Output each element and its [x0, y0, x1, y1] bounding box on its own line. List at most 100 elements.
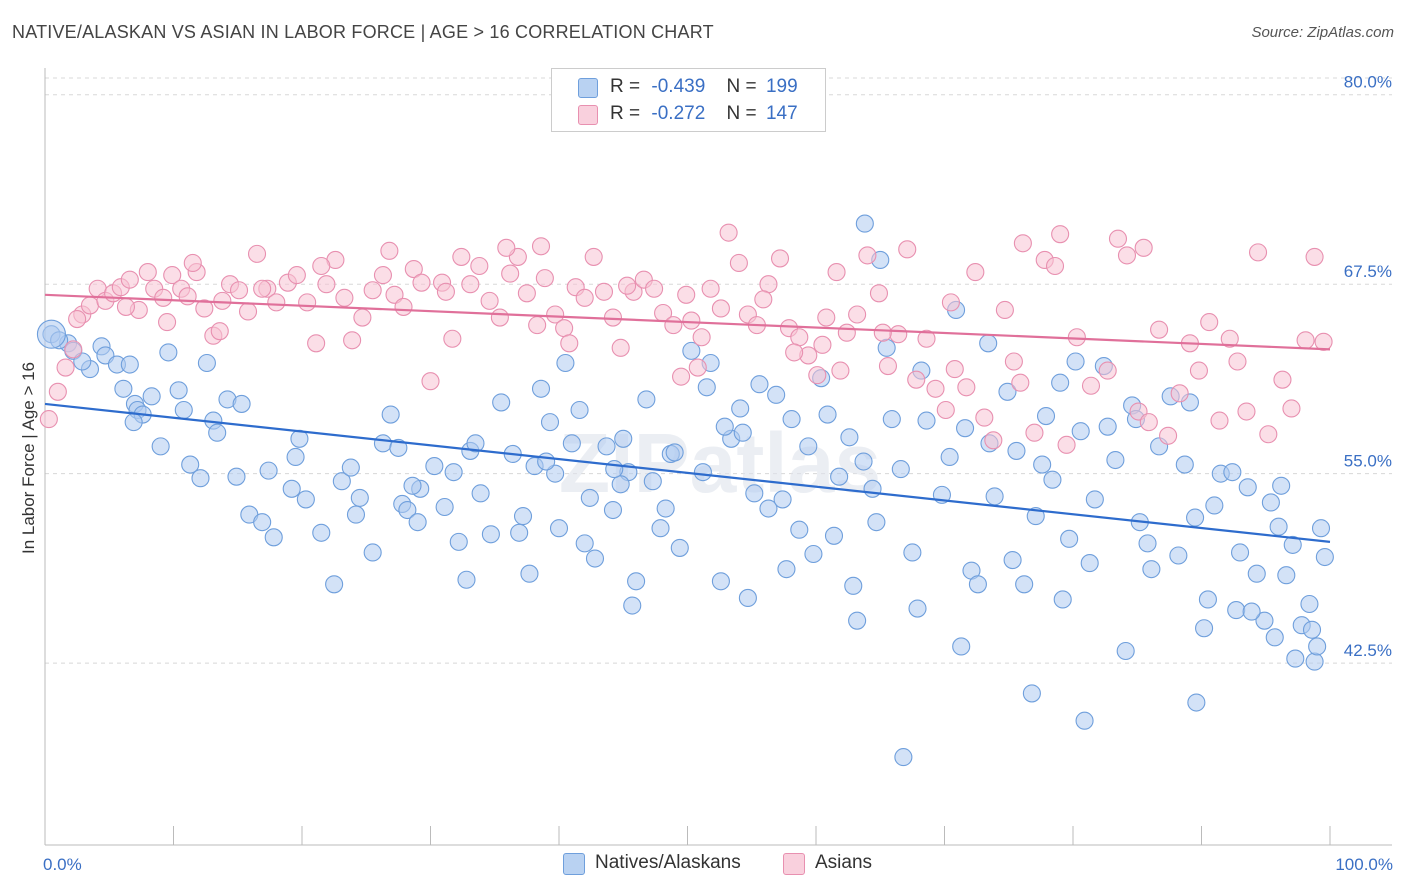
natives-point: [830, 467, 849, 486]
natives-trend-line: [44, 402, 1331, 543]
asians-point: [528, 316, 547, 335]
y-tick-label: 67.5%: [1344, 262, 1392, 281]
natives-point: [745, 484, 764, 503]
asians-point: [682, 311, 701, 330]
legend-n-value: 147: [765, 103, 798, 124]
natives-point: [492, 393, 511, 412]
asians-point: [917, 329, 936, 348]
asians-point: [808, 366, 827, 385]
axes: [44, 68, 1392, 846]
natives-point: [651, 519, 670, 538]
natives-point: [1015, 575, 1034, 594]
asians-point: [1081, 376, 1101, 395]
asians-point: [394, 297, 413, 316]
natives-point: [627, 572, 646, 591]
natives-point: [457, 570, 476, 589]
natives-point: [389, 438, 408, 457]
natives-point: [952, 637, 971, 656]
natives-point: [1075, 711, 1094, 730]
asians-point: [461, 275, 480, 294]
x-tick-labels: 0.0% 100.0%: [43, 855, 1393, 874]
natives-point: [232, 394, 251, 413]
asians-point: [154, 288, 173, 307]
legend-n-label: N =: [726, 76, 757, 97]
asians-point: [421, 372, 440, 391]
asians-point: [611, 338, 630, 357]
asians-point: [1200, 313, 1219, 332]
asians-point: [1108, 229, 1128, 248]
natives-point: [855, 214, 874, 233]
natives-point: [1311, 519, 1331, 538]
asians-point: [490, 308, 509, 327]
natives-point: [882, 410, 901, 429]
asians-point: [785, 343, 804, 362]
asians-point: [452, 247, 471, 266]
asians-point: [701, 279, 720, 298]
asians-point: [120, 270, 139, 289]
asians-point: [195, 299, 214, 318]
natives-point: [998, 382, 1017, 401]
natives-point: [1305, 652, 1324, 671]
natives-point: [790, 520, 809, 539]
natives-point: [341, 458, 360, 477]
asians-point: [64, 340, 83, 359]
natives-point: [1223, 463, 1242, 482]
asians-points: [39, 223, 1333, 454]
natives-point: [1060, 529, 1079, 548]
natives-point: [1169, 546, 1188, 565]
natives-point: [1315, 547, 1334, 567]
asians-point: [1057, 435, 1076, 454]
natives-point: [1003, 551, 1022, 570]
natives-point: [363, 543, 382, 562]
asians-legend-label: Asians: [815, 852, 873, 873]
asians-point: [790, 328, 809, 347]
chart-title: NATIVE/ALASKAN VS ASIAN IN LABOR FORCE |…: [12, 22, 714, 42]
natives-point: [1080, 554, 1099, 573]
natives-point: [1043, 470, 1062, 489]
asians-point: [531, 237, 551, 256]
asians-point: [594, 282, 614, 301]
asians-point: [878, 356, 898, 376]
legend-n-value: 199: [765, 76, 798, 97]
natives-swatch: [578, 78, 598, 98]
natives-point: [481, 525, 500, 544]
natives-point: [1238, 478, 1257, 497]
asians-point: [480, 291, 499, 310]
asians-trend-line: [44, 293, 1331, 351]
asians-point: [267, 293, 286, 312]
natives-point: [1175, 455, 1194, 474]
asians-point: [1011, 373, 1030, 392]
asians-point: [39, 410, 58, 429]
natives-point: [114, 379, 133, 398]
natives-point: [738, 588, 757, 607]
asians-point: [945, 360, 964, 379]
asians-point: [183, 253, 202, 273]
natives-point: [1116, 641, 1135, 661]
natives-point: [670, 538, 689, 557]
natives-point: [840, 428, 859, 447]
asians-point: [501, 264, 520, 283]
legend-r-value: -0.272: [651, 103, 706, 124]
y-tick-label: 42.5%: [1344, 641, 1392, 660]
asians-point: [1296, 331, 1315, 350]
natives-point: [985, 487, 1004, 506]
asians-point: [80, 296, 100, 315]
asians-point: [975, 408, 994, 427]
asians-point: [1228, 352, 1247, 371]
legend-r-label: R =: [610, 103, 641, 124]
natives-point: [643, 472, 662, 491]
natives-swatch: [563, 853, 585, 875]
natives-point: [1242, 602, 1261, 621]
natives-point: [471, 484, 490, 503]
natives-point: [381, 405, 400, 424]
natives-point: [1098, 417, 1117, 436]
asians-point: [1314, 332, 1333, 351]
natives-point: [373, 434, 393, 453]
natives-point: [956, 419, 975, 438]
asians-point: [229, 281, 249, 300]
source-label: Source: ZipAtlas.com: [1251, 24, 1394, 41]
natives-point: [844, 576, 863, 595]
asians-point: [664, 316, 683, 335]
asians-point: [1237, 402, 1256, 421]
asians-point: [1259, 425, 1278, 444]
